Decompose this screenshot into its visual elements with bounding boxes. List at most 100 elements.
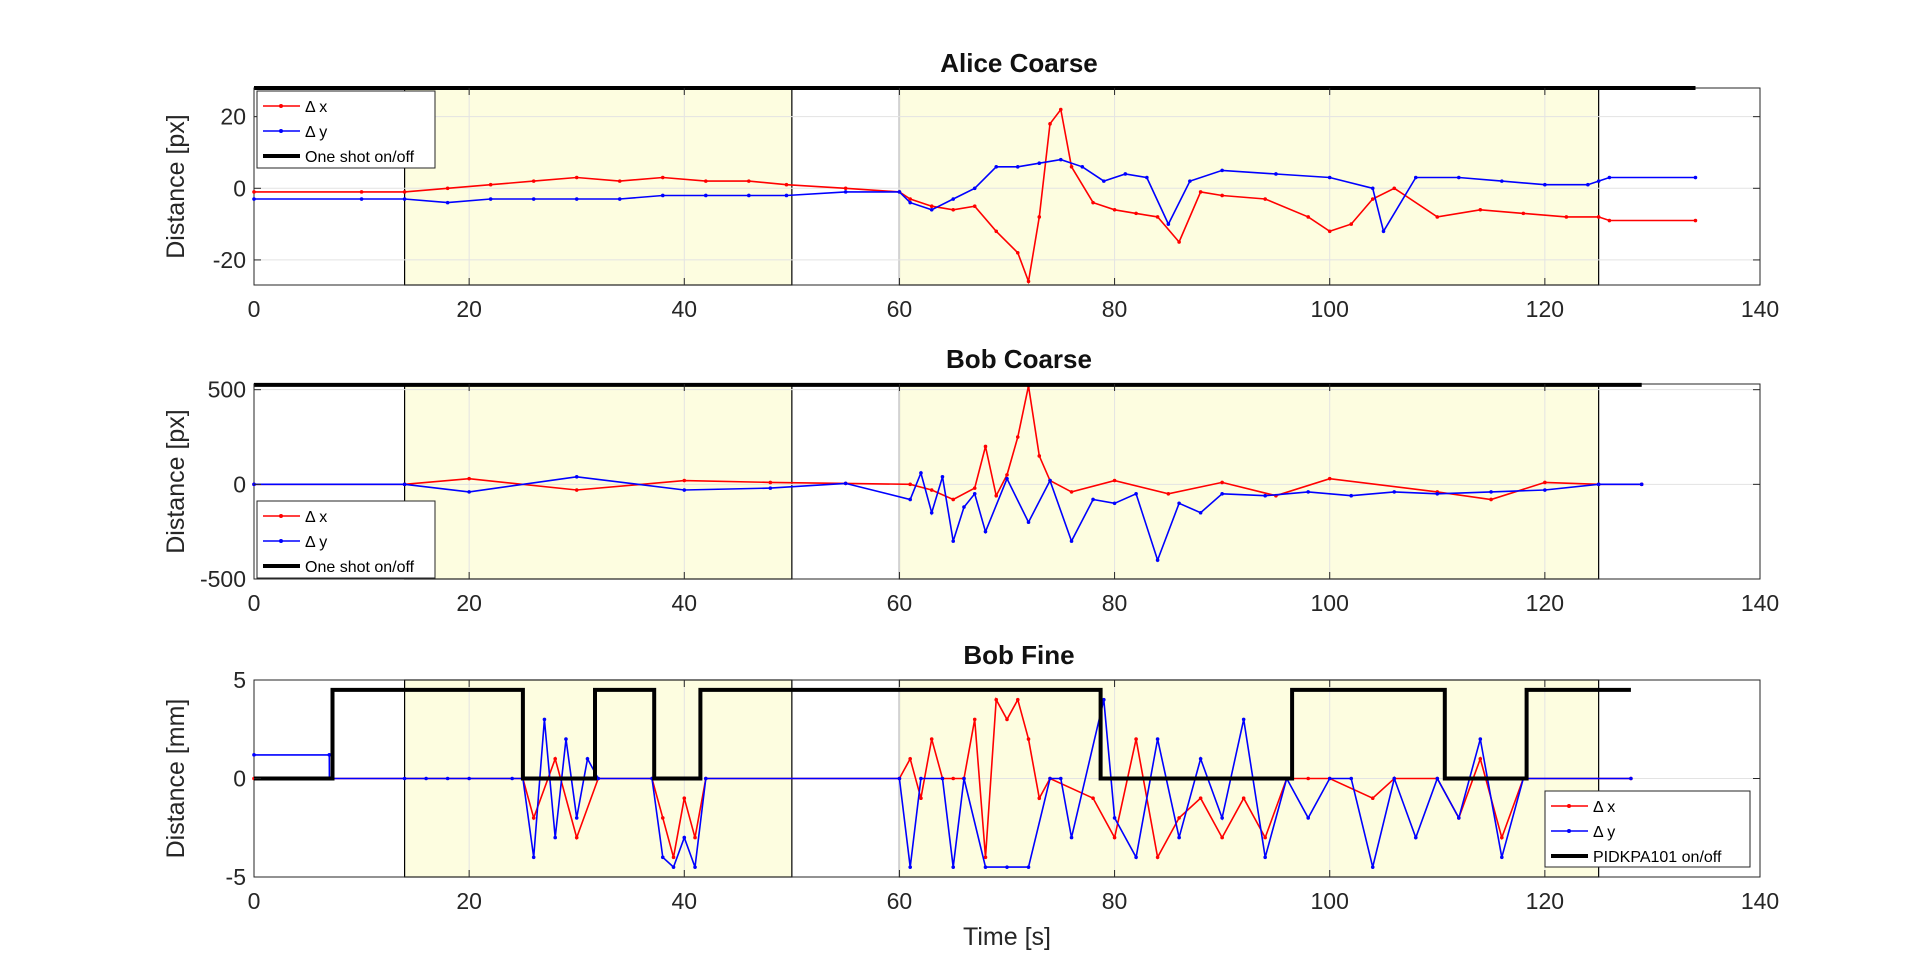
data-point	[908, 197, 912, 201]
legend-label: Δ x	[1593, 799, 1615, 816]
data-point	[951, 497, 956, 502]
data-point	[1058, 107, 1063, 112]
data-point	[1112, 207, 1117, 212]
legend-marker	[1567, 804, 1571, 808]
data-point	[1457, 816, 1461, 820]
data-point	[1435, 492, 1440, 496]
data-point	[467, 476, 471, 481]
data-point	[1037, 454, 1042, 458]
data-point	[1327, 476, 1332, 481]
data-point	[929, 510, 934, 515]
data-point	[1543, 182, 1547, 187]
x-tick-label: 120	[1526, 296, 1564, 322]
data-point	[1263, 835, 1267, 840]
data-point	[252, 753, 256, 757]
data-point	[488, 182, 493, 187]
data-point	[1370, 796, 1375, 800]
y-tick-label: 0	[233, 471, 246, 497]
data-point	[1198, 796, 1203, 800]
data-point	[1134, 737, 1138, 741]
data-point	[994, 697, 999, 702]
data-point	[994, 229, 999, 234]
data-point	[682, 796, 687, 800]
data-point	[1392, 490, 1397, 494]
data-point	[972, 717, 977, 722]
x-tick-label: 140	[1741, 590, 1779, 616]
data-point	[1080, 165, 1085, 169]
data-point	[919, 471, 923, 475]
data-point	[1306, 490, 1310, 494]
data-point	[1220, 816, 1224, 820]
data-point	[1500, 835, 1504, 840]
data-point	[1005, 865, 1009, 869]
data-point	[1521, 211, 1526, 216]
data-point	[1005, 717, 1009, 722]
y-tick-label: -5	[226, 864, 246, 890]
data-point	[1327, 175, 1332, 180]
data-point	[1166, 222, 1171, 226]
x-tick-label: 60	[887, 888, 913, 914]
data-point	[1478, 757, 1483, 761]
x-axis-label: Time [s]	[963, 923, 1051, 951]
chart-title: Bob Fine	[963, 640, 1074, 670]
data-point	[1241, 796, 1246, 800]
data-point	[1370, 186, 1375, 191]
data-point	[467, 490, 471, 494]
data-point	[1349, 222, 1354, 226]
data-point	[972, 186, 977, 191]
data-point	[1177, 835, 1181, 840]
x-tick-label: 40	[671, 296, 697, 322]
data-point	[1091, 796, 1095, 800]
y-tick-label: 0	[233, 766, 246, 792]
x-tick-label: 20	[456, 296, 482, 322]
data-point	[951, 539, 956, 543]
data-point	[951, 776, 956, 781]
data-point	[1543, 480, 1547, 485]
x-tick-label: 60	[887, 296, 913, 322]
data-point	[1306, 816, 1310, 820]
data-point	[704, 179, 708, 183]
highlight-span-2	[898, 383, 1600, 580]
data-point	[1693, 218, 1698, 223]
data-point	[1058, 157, 1063, 162]
data-point	[1198, 510, 1203, 515]
data-point	[1489, 490, 1493, 494]
legend-label: PIDKPA101 on/off	[1593, 849, 1722, 866]
data-point	[671, 865, 676, 869]
data-point	[1392, 186, 1397, 191]
data-point	[983, 529, 988, 534]
data-point	[1155, 558, 1160, 562]
data-point	[402, 776, 407, 781]
data-point	[1220, 492, 1224, 496]
data-point	[1457, 175, 1461, 180]
x-tick-label: 20	[456, 888, 482, 914]
data-point	[704, 776, 708, 781]
data-point	[402, 197, 407, 201]
data-point	[962, 776, 966, 781]
data-point	[682, 835, 687, 840]
data-point	[617, 197, 622, 201]
data-point	[1005, 476, 1009, 481]
data-point	[574, 835, 579, 840]
data-point	[1026, 737, 1031, 741]
data-point	[1327, 776, 1332, 781]
data-point	[1102, 697, 1106, 702]
x-tick-label: 120	[1526, 590, 1564, 616]
data-point	[784, 193, 789, 198]
series-line-1	[254, 696, 1631, 860]
data-point	[553, 835, 557, 840]
data-point	[1134, 492, 1138, 496]
series-line-3	[254, 687, 1631, 781]
data-point	[994, 165, 999, 169]
data-point	[983, 855, 988, 860]
data-point	[682, 488, 687, 492]
data-point	[1500, 855, 1504, 860]
data-point	[951, 207, 956, 212]
data-point	[897, 776, 902, 781]
data-point	[359, 190, 364, 194]
chart-title: Alice Coarse	[940, 48, 1098, 78]
data-point	[1693, 175, 1698, 180]
data-point	[660, 193, 665, 198]
